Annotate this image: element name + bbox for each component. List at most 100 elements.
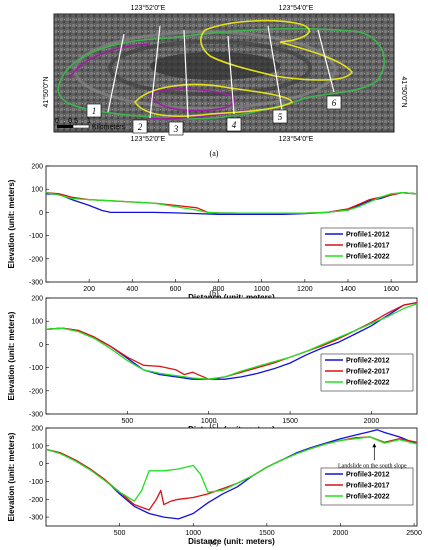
coord-right: 41°50'0"N <box>400 76 408 107</box>
x-tick-label: 2000 <box>333 530 349 537</box>
legend-entry: Profile2-2017 <box>346 369 390 376</box>
profile-label-text: 5 <box>278 112 283 122</box>
y-tick-label: 100 <box>31 443 43 450</box>
y-tick-label: 100 <box>31 319 43 326</box>
scale-tick-05: 0.5 <box>68 118 78 125</box>
legend-entry: Profile1-2022 <box>346 254 390 261</box>
x-tick-label: 2500 <box>406 530 422 537</box>
profile-label-box <box>86 103 102 118</box>
legend-entry: Profile2-2012 <box>346 358 390 365</box>
series-line-Profile1-2022 <box>45 192 418 214</box>
series-line-Profile3-2022 <box>45 436 418 502</box>
profile-line-6 <box>317 29 335 93</box>
profile-line-1 <box>107 33 125 113</box>
x-tick-label: 500 <box>114 530 126 537</box>
y-axis-label: Elevation (unit: meters) <box>7 432 16 521</box>
y-tick-label: -300 <box>29 280 43 287</box>
scale-bar: 0 0.5 1 Kilometers <box>55 118 126 131</box>
profile-label-2: 2 <box>132 119 148 134</box>
scale-unit: Kilometers <box>92 124 126 131</box>
x-tick-label: 800 <box>213 286 225 293</box>
legend-entry: Profile3-2022 <box>346 494 390 501</box>
profile-label-box <box>132 119 148 134</box>
profile-line-4 <box>227 35 235 115</box>
profile-label-text: 2 <box>138 122 143 132</box>
x-tick-label: 1500 <box>259 530 275 537</box>
caption: (c) <box>210 421 219 430</box>
x-tick-label: 400 <box>126 286 138 293</box>
x-tick-label: 600 <box>170 286 182 293</box>
outline-2012 <box>148 88 236 112</box>
y-axis-label: Elevation (unit: meters) <box>7 179 16 268</box>
profile-label-6: 6 <box>326 95 342 110</box>
y-tick-label: -300 <box>29 412 43 419</box>
pit-bench <box>150 52 280 80</box>
legend: Profile1-2012 Profile1-2017 Profile1-2022 <box>320 227 414 266</box>
x-tick-label: 200 <box>83 286 95 293</box>
x-tick-label: 2000 <box>364 418 380 425</box>
legend-entry: Profile3-2012 <box>346 472 390 479</box>
x-tick-label: 1000 <box>185 530 201 537</box>
y-axis-label: Elevation (unit: meters) <box>7 311 16 400</box>
profile-label-4: 4 <box>226 117 242 132</box>
caption: (d) <box>209 538 219 547</box>
x-axis-label: Distance (unit: meters) <box>188 537 275 546</box>
y-tick-label: 100 <box>31 187 43 194</box>
profile-line-3 <box>183 29 189 119</box>
y-tick-label: -200 <box>29 388 43 395</box>
y-tick-label: -100 <box>29 233 43 240</box>
profile-label-5: 5 <box>272 109 288 124</box>
y-tick-label: 0 <box>39 210 43 217</box>
profile-label-1: 1 <box>86 103 102 118</box>
coord-bottom-right: 123°54'0"E <box>279 135 314 143</box>
scale-tick-1: 1 <box>87 118 91 125</box>
scale-tick-0: 0 <box>55 118 59 125</box>
profile-lines <box>107 25 335 119</box>
profile-label-text: 6 <box>332 98 337 108</box>
chart-profile2: 2001000-100-200-300500100015002000Distan… <box>7 296 418 434</box>
profile-label-box <box>168 121 184 136</box>
x-tick-label: 1400 <box>340 286 356 293</box>
profile-label-box <box>326 95 342 110</box>
y-tick-label: -100 <box>29 479 43 486</box>
y-tick-label: 0 <box>39 342 43 349</box>
profile-line-2 <box>149 25 161 119</box>
legend-entry: Profile3-2017 <box>346 483 390 490</box>
x-tick-label: 1000 <box>254 286 270 293</box>
legend-entry: Profile1-2017 <box>346 243 390 250</box>
coord-top-left: 123°52'0"E <box>131 4 166 12</box>
pit-bench <box>108 40 312 96</box>
coord-top-right: 123°54'0"E <box>279 4 314 12</box>
y-tick-label: 0 <box>39 461 43 468</box>
series-line-Profile2-2022 <box>45 303 418 380</box>
profile-label-text: 1 <box>92 106 97 116</box>
y-tick-label: 200 <box>31 164 43 171</box>
y-tick-label: -100 <box>29 365 43 372</box>
coord-bottom-left: 123°52'0"E <box>131 135 166 143</box>
caption: (b) <box>209 289 219 298</box>
caption-a: (a) <box>210 149 219 158</box>
outline-2022 <box>133 83 293 117</box>
annotation-arrowhead <box>372 443 377 448</box>
y-tick-label: -200 <box>29 256 43 263</box>
x-tick-label: 1000 <box>201 418 217 425</box>
map-panel: 1 2 3 4 5 6 0 0.5 1 Kilometers 123°52'0"E 123… <box>42 4 408 158</box>
profile-label-text: 3 <box>173 124 179 134</box>
legend-entry: Profile2-2022 <box>346 380 390 387</box>
legend: Profile3-2012 Profile3-2017 Profile3-2022 <box>320 467 414 506</box>
x-tick-label: 1200 <box>297 286 313 293</box>
coord-left: 41°50'0"N <box>42 76 50 107</box>
x-tick-label: 1600 <box>383 286 399 293</box>
legend: Profile2-2012 Profile2-2017 Profile2-2022 <box>320 353 414 392</box>
x-tick-label: 500 <box>122 418 134 425</box>
annotation-text: Landslide on the south slope <box>338 463 407 469</box>
y-tick-label: -200 <box>29 497 43 504</box>
y-tick-label: -300 <box>29 515 43 522</box>
profile-label-3: 3 <box>168 121 184 136</box>
y-tick-label: 200 <box>31 296 43 303</box>
legend-entry: Profile1-2012 <box>346 232 390 239</box>
x-axis-label: Distance (unit: meters) <box>188 293 275 302</box>
